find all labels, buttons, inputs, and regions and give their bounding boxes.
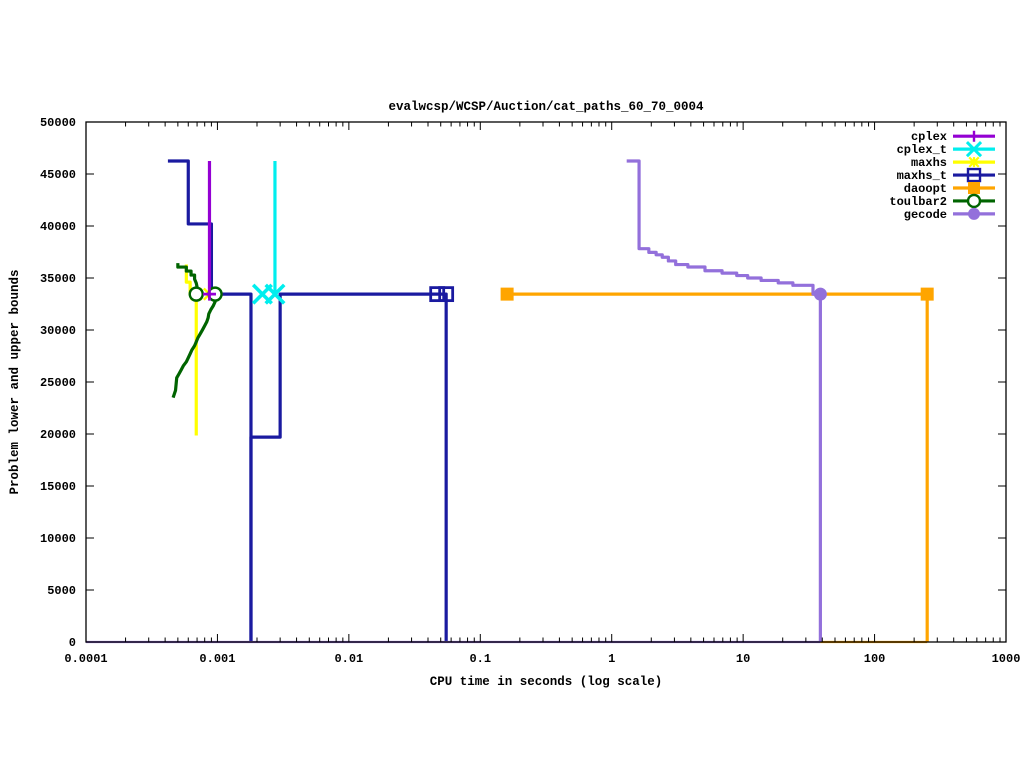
svg-text:cplex: cplex (911, 130, 947, 144)
svg-text:10: 10 (736, 652, 750, 666)
svg-text:0.1: 0.1 (469, 652, 491, 666)
svg-text:40000: 40000 (40, 220, 76, 234)
svg-text:20000: 20000 (40, 428, 76, 442)
svg-text:CPU time in seconds (log scale: CPU time in seconds (log scale) (430, 675, 663, 689)
svg-text:30000: 30000 (40, 324, 76, 338)
svg-text:toulbar2: toulbar2 (889, 195, 947, 209)
svg-text:0.01: 0.01 (334, 652, 363, 666)
svg-text:1: 1 (608, 652, 615, 666)
svg-text:0.0001: 0.0001 (64, 652, 107, 666)
svg-text:15000: 15000 (40, 480, 76, 494)
svg-text:5000: 5000 (47, 584, 76, 598)
svg-text:0.001: 0.001 (199, 652, 235, 666)
svg-text:25000: 25000 (40, 376, 76, 390)
svg-text:daoopt: daoopt (904, 182, 947, 196)
svg-text:10000: 10000 (40, 532, 76, 546)
svg-text:100: 100 (864, 652, 886, 666)
svg-text:Problem lower and upper bounds: Problem lower and upper bounds (8, 269, 22, 494)
svg-text:1000: 1000 (992, 652, 1021, 666)
svg-text:gecode: gecode (904, 208, 947, 222)
svg-text:maxhs: maxhs (911, 156, 947, 170)
svg-text:0: 0 (69, 636, 76, 650)
svg-text:45000: 45000 (40, 168, 76, 182)
svg-text:50000: 50000 (40, 116, 76, 130)
svg-text:maxhs_t: maxhs_t (897, 169, 947, 183)
svg-text:35000: 35000 (40, 272, 76, 286)
svg-text:evalwcsp/WCSP/Auction/cat_path: evalwcsp/WCSP/Auction/cat_paths_60_70_00… (388, 100, 704, 114)
svg-text:cplex_t: cplex_t (897, 143, 947, 157)
